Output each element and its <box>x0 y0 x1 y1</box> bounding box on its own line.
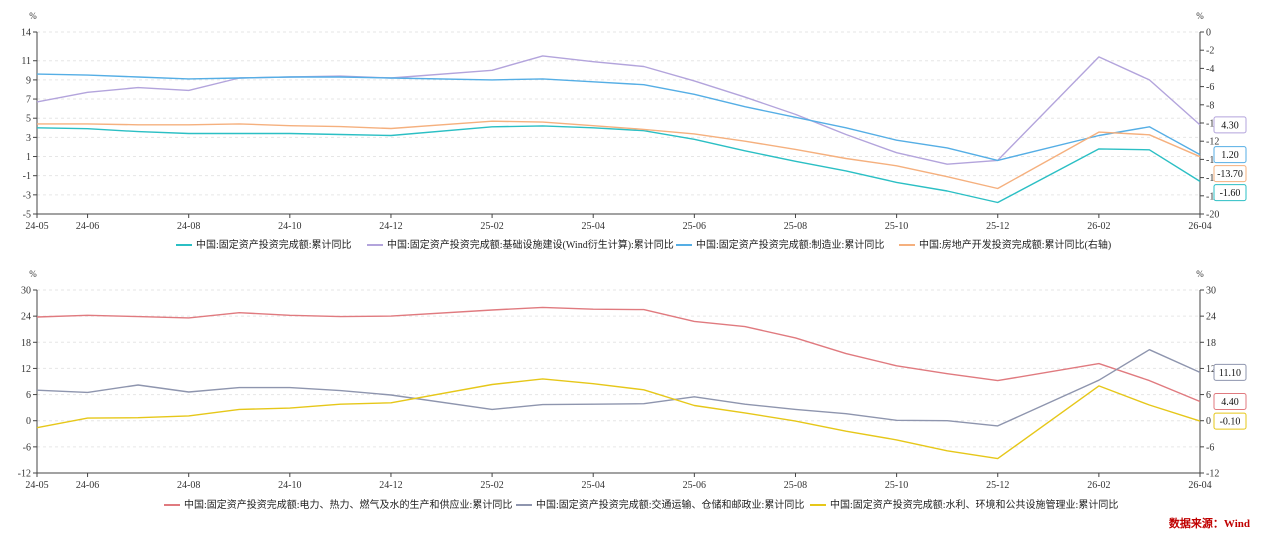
end-label: -0.10 <box>1220 417 1241 428</box>
series-line-2 <box>36 55 1201 165</box>
x-tick-label: 25-02 <box>480 221 503 232</box>
x-tick-label: 24-08 <box>177 221 200 232</box>
y-tick-label-right: -10 <box>1206 119 1219 130</box>
x-tick-label: 26-02 <box>1087 480 1110 491</box>
y-unit-right: % <box>1196 269 1204 279</box>
y-tick-label-right: 0 <box>1206 416 1211 427</box>
y-tick-label-right: -14 <box>1206 155 1219 166</box>
y-tick-label-right: 18 <box>1206 338 1216 349</box>
y-tick-label-right: -2 <box>1206 46 1214 57</box>
y-tick-label-right: 6 <box>1206 390 1211 401</box>
end-label-box <box>1213 363 1247 381</box>
x-tick-label: 25-10 <box>885 221 908 232</box>
end-label: -13.70 <box>1217 169 1243 180</box>
y-tick-label-right: -12 <box>1206 469 1219 480</box>
y-tick-label-left: -3 <box>23 190 31 201</box>
x-tick-label: 25-08 <box>784 480 807 491</box>
y-tick-label-left: 11 <box>21 56 31 67</box>
y-tick-label-left: -6 <box>23 442 31 453</box>
series-line-1 <box>36 125 1201 204</box>
end-label-box <box>1213 412 1247 430</box>
end-label-box <box>1213 393 1247 411</box>
y-tick-label-left: 12 <box>21 364 31 375</box>
end-label: 11.10 <box>1219 368 1241 379</box>
y-tick-label-right: -4 <box>1206 64 1214 75</box>
x-tick-label: 24-06 <box>76 221 99 232</box>
y-tick-label-right: -20 <box>1206 210 1219 221</box>
y-tick-label-left: -12 <box>18 469 31 480</box>
y-tick-label-left: 9 <box>26 75 31 86</box>
x-tick-label: 25-04 <box>582 221 605 232</box>
x-tick-label: 24-05 <box>25 480 48 491</box>
top-chart: % %141197531-1-3-50-2-4-6-8-10-12-14-16-1… <box>21 11 1247 251</box>
y-tick-label-left: 5 <box>26 114 31 125</box>
legend-label: 中国:房地产开发投资完成额:累计同比(右轴) <box>919 238 1111 251</box>
y-tick-label-left: -1 <box>23 171 31 182</box>
x-tick-label: 25-12 <box>986 480 1009 491</box>
y-tick-label-right: -16 <box>1206 173 1219 184</box>
x-tick-label: 25-06 <box>683 480 706 491</box>
y-tick-label-left: 30 <box>21 286 31 297</box>
x-tick-label: 25-10 <box>885 480 908 491</box>
x-tick-label: 24-10 <box>278 221 301 232</box>
legend-label: 中国:固定资产投资完成额:交通运输、仓储和邮政业:累计同比 <box>536 498 804 511</box>
y-tick-label-left: 18 <box>21 338 31 349</box>
x-tick-label: 24-06 <box>76 480 99 491</box>
x-tick-label: 25-12 <box>986 221 1009 232</box>
y-tick-label-right: 30 <box>1206 286 1216 297</box>
end-label: 1.20 <box>1221 150 1239 161</box>
y-tick-label-left: 7 <box>26 95 31 106</box>
y-tick-label-right: 0 <box>1206 28 1211 39</box>
end-label: 4.30 <box>1221 120 1239 131</box>
x-tick-label: 24-12 <box>379 221 402 232</box>
x-tick-label: 25-02 <box>480 480 503 491</box>
y-tick-label-left: 6 <box>26 390 31 401</box>
x-tick-label: 24-10 <box>278 480 301 491</box>
end-label-box <box>1213 165 1247 183</box>
legend-label: 中国:固定资产投资完成额:水利、环境和公共设施管理业:累计同比 <box>830 498 1118 511</box>
x-tick-label: 25-06 <box>683 221 706 232</box>
end-label: 4.40 <box>1221 397 1239 408</box>
y-unit-left: % <box>29 11 37 21</box>
x-tick-label: 24-05 <box>25 221 48 232</box>
y-tick-label-right: 12 <box>1206 364 1216 375</box>
series-line-4 <box>37 120 1201 190</box>
end-label-box <box>1213 146 1247 164</box>
legend-label: 中国:固定资产投资完成额:基础设施建设(Wind衍生计算):累计同比 <box>387 238 674 251</box>
y-tick-label-left: 1 <box>26 152 31 163</box>
y-tick-label-right: -18 <box>1206 191 1219 202</box>
y-tick-label-right: -6 <box>1206 442 1214 453</box>
y-tick-label-right: 24 <box>1206 312 1216 323</box>
x-tick-label: 26-04 <box>1188 221 1211 232</box>
y-unit-left: % <box>29 269 37 279</box>
series-line-2 <box>36 349 1201 427</box>
y-tick-label-left: 3 <box>26 133 31 144</box>
x-tick-label: 24-12 <box>379 480 402 491</box>
x-tick-label: 26-02 <box>1087 221 1110 232</box>
y-tick-label-left: 14 <box>21 28 31 39</box>
legend-label: 中国:固定资产投资完成额:制造业:累计同比 <box>696 238 884 251</box>
x-tick-label: 25-04 <box>582 480 605 491</box>
end-label: -1.60 <box>1220 188 1241 199</box>
y-tick-label-left: 24 <box>21 312 31 323</box>
end-label-box <box>1213 184 1247 202</box>
series-line-3 <box>36 378 1201 460</box>
end-label-box <box>1213 116 1247 134</box>
y-tick-label-right: -8 <box>1206 100 1214 111</box>
legend-label: 中国:固定资产投资完成额:累计同比 <box>196 238 352 251</box>
x-tick-label: 26-04 <box>1188 480 1211 491</box>
source-label: 数据来源：Wind <box>1169 516 1250 530</box>
series-line-3 <box>36 73 1201 162</box>
x-tick-label: 24-08 <box>177 480 200 491</box>
series-line-1 <box>36 306 1201 403</box>
y-tick-label-right: -6 <box>1206 82 1214 93</box>
x-tick-label: 25-08 <box>784 221 807 232</box>
y-tick-label-left: 0 <box>26 416 31 427</box>
y-tick-label-left: -5 <box>23 210 31 221</box>
y-unit-right: % <box>1196 11 1204 21</box>
y-tick-label-right: -12 <box>1206 137 1219 148</box>
legend-label: 中国:固定资产投资完成额:电力、热力、燃气及水的生产和供应业:累计同比 <box>184 498 512 511</box>
